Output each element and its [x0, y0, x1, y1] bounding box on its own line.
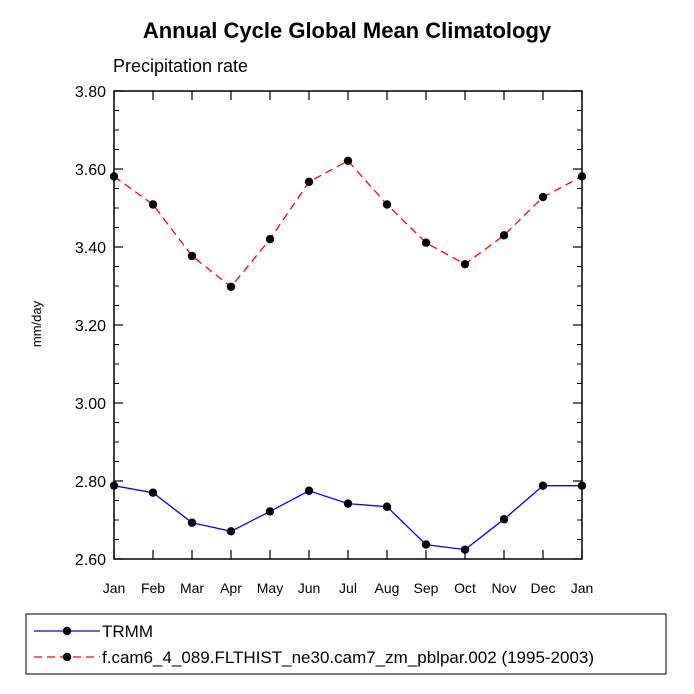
y-tick-label: 3.40: [75, 240, 106, 257]
plot-area-frame: [113, 90, 583, 560]
legend-marker-trmm: [62, 626, 72, 636]
series-1-point: [226, 282, 236, 291]
chart-subtitle: Precipitation rate: [113, 56, 248, 76]
series-1-point: [343, 156, 353, 166]
series-1-point: [187, 251, 197, 261]
x-tick-label: Mar: [180, 580, 204, 596]
series-1-point: [304, 177, 314, 187]
series-0-point: [499, 515, 509, 524]
series-0-point: [265, 507, 275, 516]
series-0-point: [538, 481, 548, 490]
x-tick-label: May: [257, 580, 283, 596]
series-0-point: [460, 545, 470, 554]
series-1-point: [382, 200, 392, 209]
x-tick-label: Sep: [414, 580, 439, 596]
legend-label-trmm: TRMM: [102, 622, 153, 641]
x-tick-label: Dec: [531, 580, 556, 596]
series-1-point: [148, 200, 158, 209]
series-0-point: [148, 488, 158, 497]
x-tick-label: Jan: [571, 580, 594, 596]
x-tick-labels: Jan Feb Mar Apr May Jun Jul Aug Sep Oct Nov Dec Jan: [103, 580, 594, 596]
y-tick-label: 3.80: [75, 84, 106, 101]
series-0-point: [421, 540, 431, 549]
series-line-1: [113, 159, 583, 288]
x-tick-label: Jul: [339, 580, 357, 596]
series-line-0: [113, 485, 582, 551]
series-lines: [109, 156, 587, 554]
series-1-point: [538, 192, 548, 202]
series-1-point: [421, 238, 431, 247]
legend-label-model: f.cam6_4_089.FLTHIST_ne30.cam7_zm_pblpar…: [102, 648, 594, 667]
y-tick-label: 3.60: [75, 162, 106, 179]
series-0-point: [304, 486, 314, 495]
y-tick-label: 3.00: [75, 396, 106, 413]
y-tick-label: 2.80: [75, 474, 106, 491]
x-tick-label: Nov: [492, 580, 517, 596]
x-tick-label: Jan: [103, 580, 126, 596]
series-0-point: [343, 499, 353, 508]
legend-box: [25, 613, 667, 675]
x-tick-label: Oct: [454, 580, 476, 596]
series-0-point: [382, 502, 392, 511]
series-0-point: [226, 527, 236, 536]
legend-marker-model: [62, 652, 72, 662]
x-tick-label: Jun: [298, 580, 321, 596]
y-tick-label: 2.60: [75, 552, 106, 569]
series-1-point: [460, 259, 470, 269]
chart-title: Annual Cycle Global Mean Climatology: [143, 18, 552, 43]
series-0-point: [187, 518, 197, 527]
series-1-point: [265, 235, 275, 244]
x-tick-label: Aug: [375, 580, 400, 596]
y-tick-labels: 2.60 2.80 3.00 3.20 3.40 3.60 3.80: [75, 84, 106, 569]
x-tick-label: Apr: [220, 580, 242, 596]
x-tick-label: Feb: [141, 580, 165, 596]
y-axis-label: mm/day: [29, 300, 44, 347]
y-tick-label: 3.20: [75, 318, 106, 335]
series-1-point: [499, 231, 509, 240]
